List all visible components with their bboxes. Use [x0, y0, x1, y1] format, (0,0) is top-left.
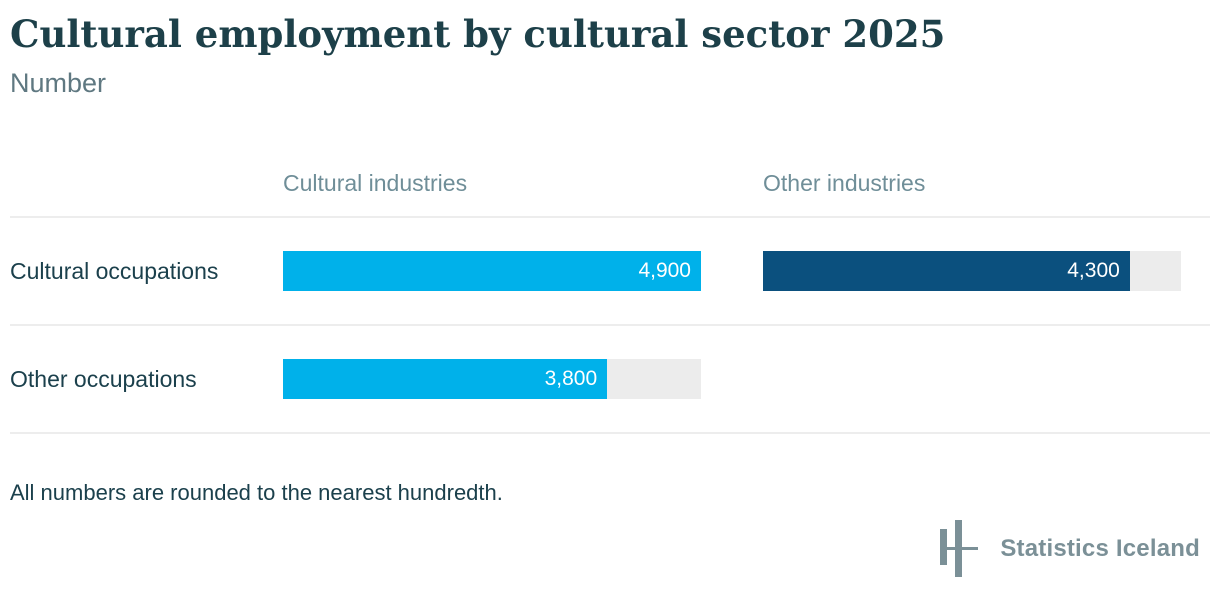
- bar-track: 4,900: [283, 251, 701, 291]
- column-header-cultural-industries: Cultural industries: [283, 170, 468, 196]
- chart-subtitle: Number: [10, 68, 107, 98]
- column-header-spacer: [10, 168, 283, 198]
- bar-cultural-occ-cultural-ind: 4,900: [283, 251, 701, 291]
- bar-track: 4,300: [763, 251, 1181, 291]
- chart-title: Cultural employment by cultural sector 2…: [10, 12, 946, 56]
- column-header-row: Cultural industries Other industries: [10, 168, 1210, 218]
- bar-value-label: 3,800: [544, 367, 598, 390]
- bar-track: 3,800: [283, 359, 701, 399]
- bar-value-label: 4,300: [1067, 259, 1120, 282]
- bar-cultural-occ-other-ind: 4,300: [763, 251, 1130, 291]
- chart-row-cultural-occupations: Cultural occupations 4,900 4,300: [10, 218, 1210, 326]
- statistics-iceland-brand: Statistics Iceland: [938, 520, 1200, 578]
- bar-value-label: 4,900: [638, 259, 691, 282]
- row-label-cultural-occupations: Cultural occupations: [10, 258, 219, 284]
- row-label-other-occupations: Other occupations: [10, 366, 197, 392]
- brand-name: Statistics Iceland: [1000, 535, 1200, 562]
- logo-horizontal-line: [940, 547, 979, 550]
- column-header-gap: [701, 168, 763, 198]
- chart-row-other-occupations: Other occupations 3,800: [10, 326, 1210, 434]
- column-header-other-industries: Other industries: [763, 170, 926, 196]
- bar-other-occ-cultural-ind: 3,800: [283, 359, 608, 399]
- statistics-iceland-logo-icon: [938, 520, 979, 578]
- footnote: All numbers are rounded to the nearest h…: [10, 480, 503, 505]
